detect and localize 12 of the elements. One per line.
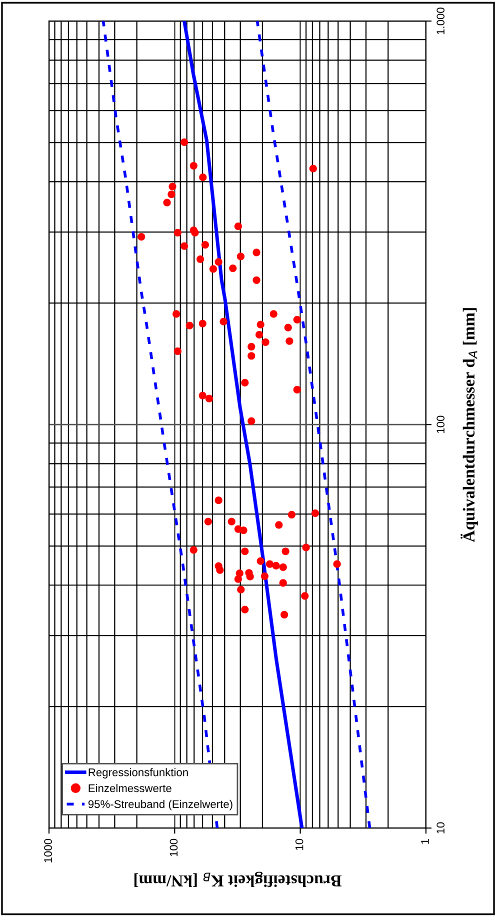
y-tick-label: 10 bbox=[436, 822, 445, 834]
x-tick-label: 1 bbox=[421, 839, 429, 844]
legend-label: 95%-Streuband (Einzelwerte) bbox=[88, 800, 232, 810]
y-tick-label: 100 bbox=[436, 416, 445, 433]
legend-label: Einzelmesswerte bbox=[88, 784, 172, 792]
y-tick-label: 1.000 bbox=[436, 8, 445, 34]
x-tick-label: 100 bbox=[170, 838, 178, 856]
y-axis-title: Äquivalentdurchmesser d$_{A}$ [mm] bbox=[460, 308, 478, 542]
x-tick-label: 1000 bbox=[44, 838, 52, 862]
x-axis-title: Bruchsteifigkeit K$_{B}$ [kN/mm] bbox=[134, 872, 342, 888]
legend-label: Regressionsfunktion bbox=[88, 768, 188, 778]
x-tick-label: 10 bbox=[295, 838, 304, 850]
